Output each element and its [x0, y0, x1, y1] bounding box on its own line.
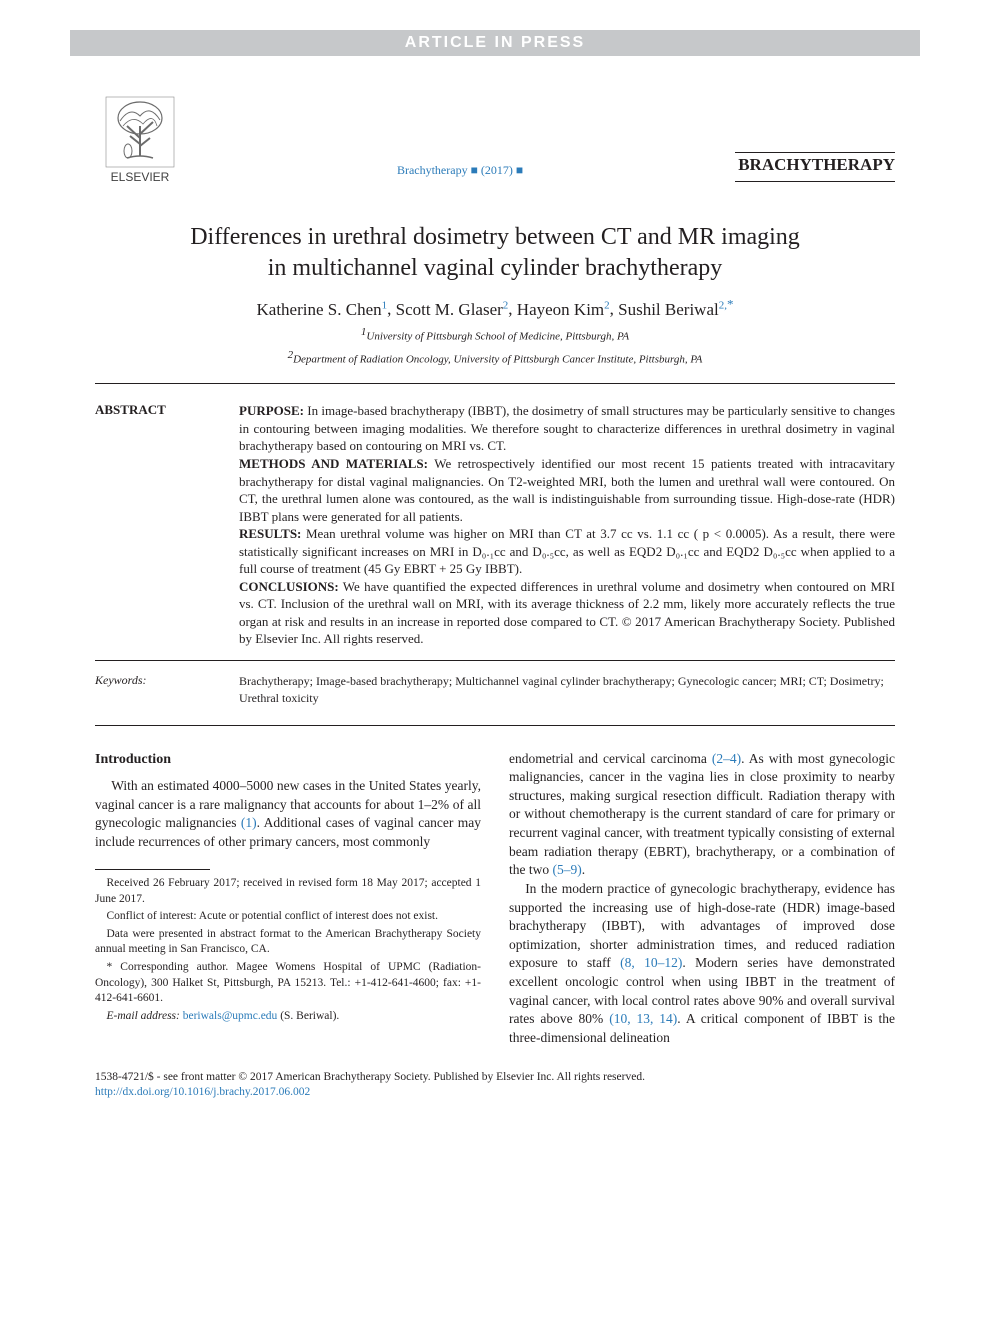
- footnote-corresponding: * Corresponding author. Magee Womens Hos…: [95, 960, 481, 1007]
- author-1: Katherine S. Chen1: [257, 300, 388, 319]
- introduction-heading: Introduction: [95, 750, 481, 769]
- cite-8-10-12[interactable]: (8, 10–12): [620, 955, 682, 970]
- affiliation-2: 2Department of Radiation Oncology, Unive…: [95, 349, 895, 366]
- footnote-coi: Conflict of interest: Acute or potential…: [95, 909, 481, 925]
- author-3-name: Hayeon Kim: [517, 300, 604, 319]
- abstract-block: ABSTRACT PURPOSE: In image-based brachyt…: [95, 402, 895, 648]
- page-footer: 1538-4721/$ - see front matter © 2017 Am…: [95, 1070, 895, 1101]
- footnote-email: E-mail address: beriwals@upmc.edu (S. Be…: [95, 1009, 481, 1025]
- author-3: Hayeon Kim2: [517, 300, 610, 319]
- journal-name-block: BRACHYTHERAPY: [735, 146, 895, 184]
- author-4-sup[interactable]: 2,: [719, 299, 727, 311]
- footnotes-block: Received 26 February 2017; received in r…: [95, 876, 481, 1024]
- journal-name: BRACHYTHERAPY: [735, 155, 895, 175]
- keywords-block: Keywords: Brachytherapy; Image-based bra…: [95, 673, 895, 707]
- author-4: Sushil Beriwal2,*: [618, 300, 733, 319]
- journal-rule-bottom: [735, 181, 895, 182]
- footnote-presented: Data were presented in abstract format t…: [95, 927, 481, 958]
- author-2: Scott M. Glaser2: [396, 300, 509, 319]
- methods-head: METHODS AND MATERIALS:: [239, 456, 428, 471]
- results-text: Mean urethral volume was higher on MRI t…: [239, 526, 895, 576]
- intro-p2c: .: [582, 862, 585, 877]
- title-line-1: Differences in urethral dosimetry betwee…: [190, 224, 800, 250]
- cite-2-4[interactable]: (2–4): [712, 751, 741, 766]
- header-row: ELSEVIER Brachytherapy ■ (2017) ■ BRACHY…: [95, 96, 895, 184]
- cite-1[interactable]: (1): [241, 815, 257, 830]
- author-1-name: Katherine S. Chen: [257, 300, 382, 319]
- keywords-label: Keywords:: [95, 673, 215, 707]
- article-title: Differences in urethral dosimetry betwee…: [95, 222, 895, 284]
- author-list: Katherine S. Chen1, Scott M. Glaser2, Ha…: [95, 296, 895, 320]
- affil-1-text: University of Pittsburgh School of Medic…: [366, 331, 629, 343]
- author-3-sup[interactable]: 2: [604, 299, 610, 311]
- corresponding-email-link[interactable]: beriwals@upmc.edu: [183, 1010, 278, 1022]
- article-in-press-banner: ARTICLE IN PRESS: [70, 30, 920, 56]
- results-head: RESULTS:: [239, 526, 301, 541]
- rule-above-keywords: [95, 660, 895, 661]
- affiliation-1: 1University of Pittsburgh School of Medi…: [95, 326, 895, 343]
- abstract-label: ABSTRACT: [95, 402, 215, 648]
- purpose-head: PURPOSE:: [239, 403, 304, 418]
- abstract-purpose: PURPOSE: In image-based brachytherapy (I…: [239, 402, 895, 455]
- elsevier-tree-icon: [105, 96, 175, 168]
- abstract-results: RESULTS: Mean urethral volume was higher…: [239, 525, 895, 578]
- email-label: E-mail address:: [107, 1010, 180, 1022]
- intro-para-1: With an estimated 4000–5000 new cases in…: [95, 777, 481, 852]
- publisher-name: ELSEVIER: [111, 170, 170, 184]
- abstract-methods: METHODS AND MATERIALS: We retrospectivel…: [239, 455, 895, 525]
- corresponding-star[interactable]: *: [727, 296, 734, 311]
- intro-para-3: In the modern practice of gynecologic br…: [509, 880, 895, 1048]
- footnote-received: Received 26 February 2017; received in r…: [95, 876, 481, 907]
- affil-2-text: Department of Radiation Oncology, Univer…: [293, 353, 702, 365]
- intro-p2b: . As with most gynecologic malignancies,…: [509, 751, 895, 878]
- abstract-conclusions: CONCLUSIONS: We have quantified the expe…: [239, 578, 895, 648]
- conclusions-head: CONCLUSIONS:: [239, 579, 339, 594]
- doi-link[interactable]: http://dx.doi.org/10.1016/j.brachy.2017.…: [95, 1086, 310, 1098]
- email-suffix: (S. Beriwal).: [277, 1010, 339, 1022]
- intro-para-2: endometrial and cervical carcinoma (2–4)…: [509, 750, 895, 880]
- author-2-sup[interactable]: 2: [503, 299, 509, 311]
- publisher-logo-block: ELSEVIER: [95, 96, 185, 184]
- journal-citation-link[interactable]: Brachytherapy ■ (2017) ■: [185, 163, 735, 184]
- journal-rule-top: [735, 152, 895, 153]
- author-4-name: Sushil Beriwal: [618, 300, 719, 319]
- purpose-text: In image-based brachytherapy (IBBT), the…: [239, 403, 895, 453]
- rule-below-keywords: [95, 725, 895, 726]
- page-content: ELSEVIER Brachytherapy ■ (2017) ■ BRACHY…: [0, 56, 990, 1161]
- author-1-sup[interactable]: 1: [382, 299, 388, 311]
- body-columns: Introduction With an estimated 4000–5000…: [95, 750, 895, 1048]
- cite-10-13-14[interactable]: (10, 13, 14): [609, 1011, 677, 1026]
- title-line-2: in multichannel vaginal cylinder brachyt…: [268, 255, 723, 281]
- footnote-rule: [95, 869, 210, 870]
- copyright-line: 1538-4721/$ - see front matter © 2017 Am…: [95, 1070, 895, 1086]
- intro-p2a: endometrial and cervical carcinoma: [509, 751, 712, 766]
- journal-ref-text: Brachytherapy ■ (2017) ■: [397, 163, 523, 177]
- rule-above-abstract: [95, 383, 895, 384]
- abstract-body: PURPOSE: In image-based brachytherapy (I…: [239, 402, 895, 648]
- author-2-name: Scott M. Glaser: [396, 300, 503, 319]
- cite-5-9[interactable]: (5–9): [553, 862, 582, 877]
- keywords-text: Brachytherapy; Image-based brachytherapy…: [239, 673, 895, 707]
